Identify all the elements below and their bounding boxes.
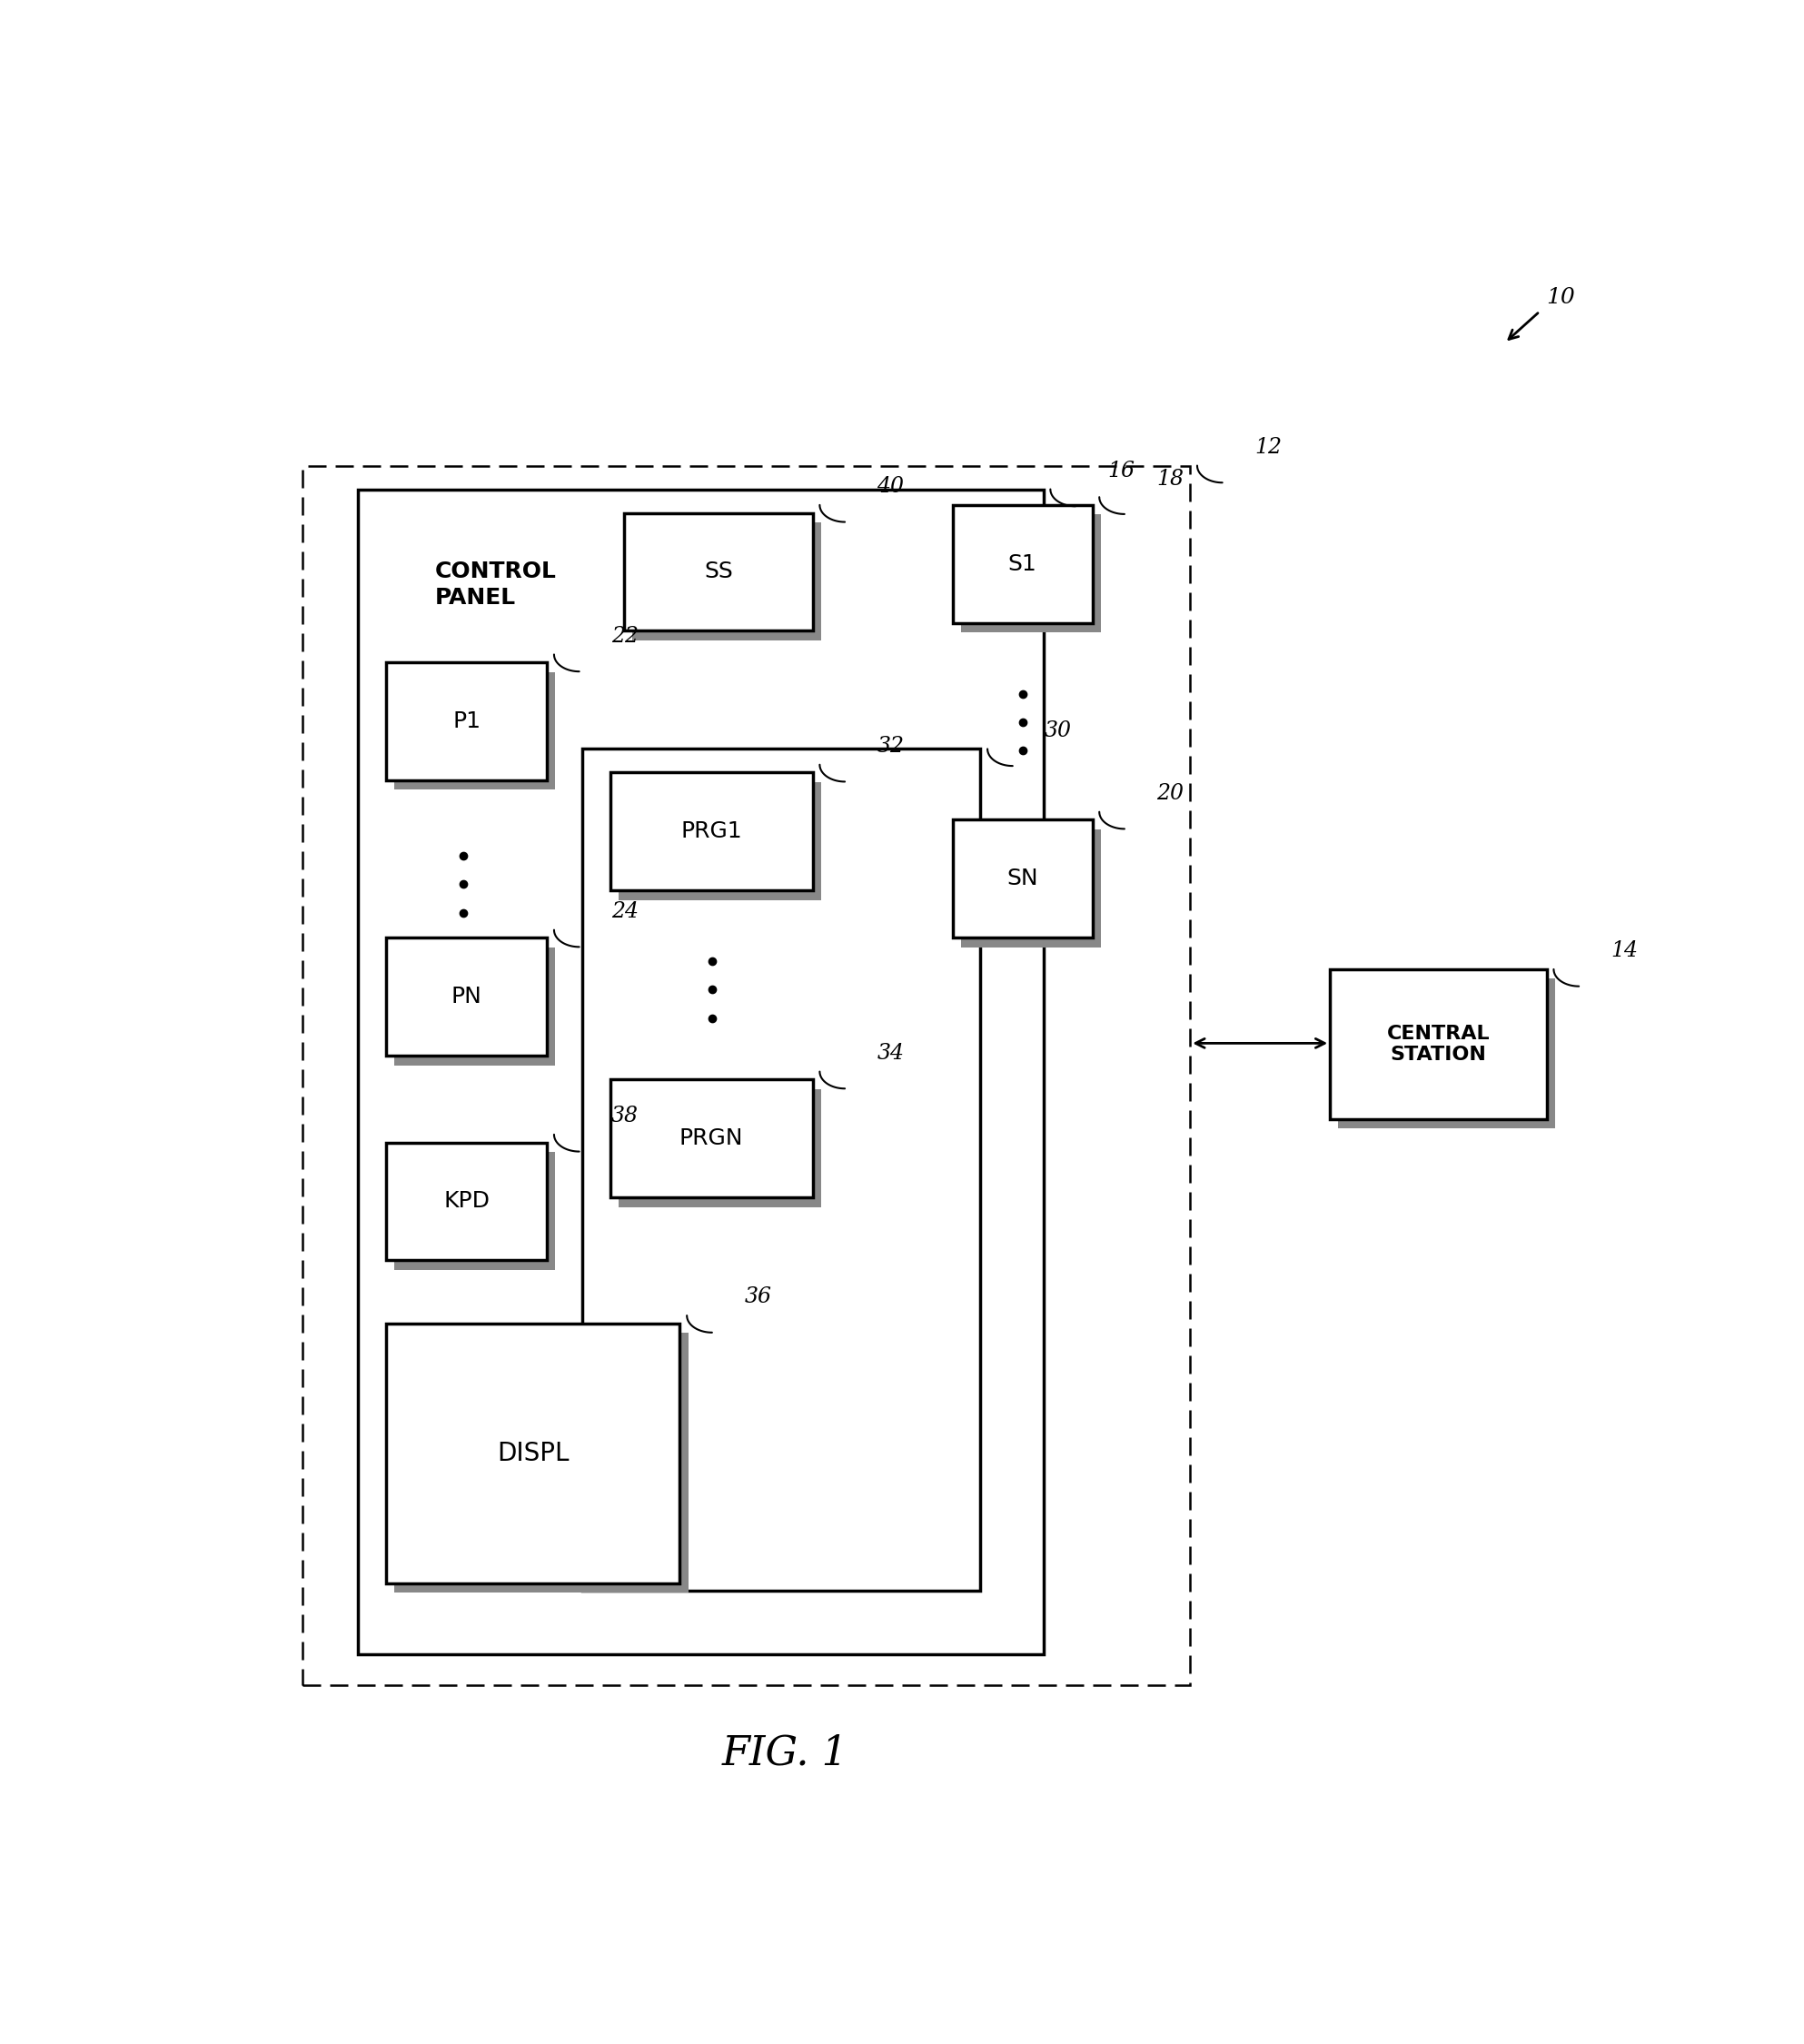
Bar xyxy=(962,515,1100,632)
Text: 22: 22 xyxy=(612,625,639,646)
Bar xyxy=(583,748,981,1590)
Text: 20: 20 xyxy=(1156,783,1183,803)
Text: 32: 32 xyxy=(877,736,904,756)
Bar xyxy=(962,830,1100,946)
Bar xyxy=(619,1089,821,1206)
Bar xyxy=(395,672,556,789)
Text: DISPL: DISPL xyxy=(496,1441,570,1466)
Bar xyxy=(624,513,812,632)
Bar xyxy=(610,773,814,891)
Text: P1: P1 xyxy=(453,711,480,732)
Bar xyxy=(386,1322,680,1582)
Text: CONTROL
PANEL: CONTROL PANEL xyxy=(435,560,557,609)
Text: SS: SS xyxy=(704,560,732,583)
Text: 12: 12 xyxy=(1254,437,1283,458)
Bar xyxy=(395,1333,689,1592)
Text: PN: PN xyxy=(451,985,482,1008)
Text: PRG1: PRG1 xyxy=(680,820,741,842)
Text: 34: 34 xyxy=(877,1042,904,1063)
Bar xyxy=(395,946,556,1065)
Text: FIG. 1: FIG. 1 xyxy=(722,1733,848,1772)
Text: SN: SN xyxy=(1007,869,1037,889)
Text: 38: 38 xyxy=(612,1106,639,1126)
Text: 10: 10 xyxy=(1546,288,1575,309)
Text: 14: 14 xyxy=(1611,940,1638,961)
Bar xyxy=(953,505,1093,623)
Text: KPD: KPD xyxy=(444,1190,491,1212)
Bar xyxy=(395,1153,556,1269)
Bar xyxy=(610,1079,814,1198)
Text: 36: 36 xyxy=(745,1288,772,1308)
Text: 40: 40 xyxy=(877,476,904,497)
Text: 24: 24 xyxy=(612,901,639,922)
Bar xyxy=(386,1143,547,1261)
Bar xyxy=(303,466,1191,1686)
Bar xyxy=(633,523,821,640)
Text: 16: 16 xyxy=(1108,460,1135,480)
Text: 30: 30 xyxy=(1045,719,1072,742)
Text: PRGN: PRGN xyxy=(680,1128,743,1149)
Bar xyxy=(386,938,547,1057)
Bar xyxy=(359,489,1043,1654)
Bar xyxy=(386,662,547,781)
Bar xyxy=(619,783,821,899)
Bar xyxy=(1330,969,1546,1118)
Text: S1: S1 xyxy=(1008,554,1037,574)
Bar xyxy=(1339,979,1555,1128)
Text: CENTRAL
STATION: CENTRAL STATION xyxy=(1387,1024,1490,1063)
Text: 18: 18 xyxy=(1156,468,1183,489)
Bar xyxy=(953,820,1093,938)
